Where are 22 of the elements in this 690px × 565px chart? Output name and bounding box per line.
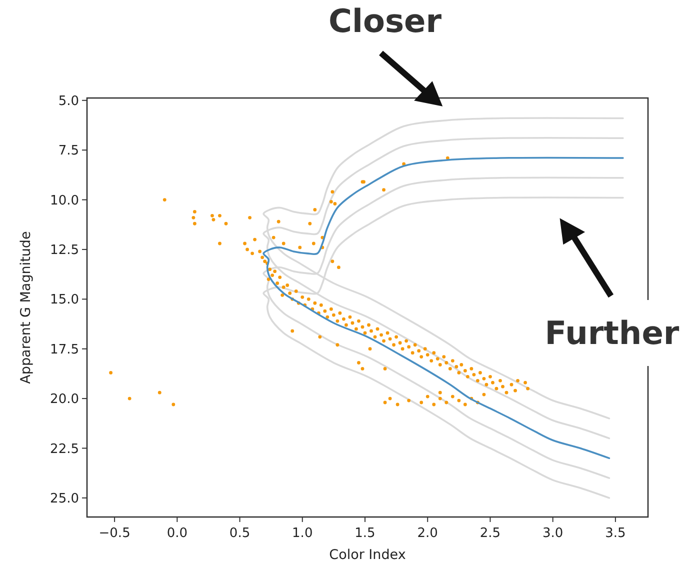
y-tick-label: 17.5	[50, 342, 79, 358]
y-tick-label: 10.0	[50, 193, 79, 208]
x-tick-label: 2.5	[480, 526, 501, 541]
x-tick-label: −0.5	[98, 526, 130, 541]
y-tick-label: 7.5	[58, 144, 79, 159]
y-tick-label: 12.5	[50, 243, 79, 258]
x-tick-label: 3.0	[542, 526, 564, 541]
x-tick-label: 0.5	[229, 526, 250, 541]
x-tick-label: 0.0	[166, 526, 188, 541]
x-tick-label: 2.0	[417, 526, 438, 541]
annotation: Further	[544, 314, 680, 352]
y-tick-label: 5.0	[58, 94, 79, 109]
x-axis-title: Color Index	[329, 547, 406, 563]
x-tick-label: 1.0	[292, 526, 313, 541]
y-tick-label: 25.0	[50, 491, 79, 506]
y-axis-title: Apparent G Magnitude	[18, 231, 34, 384]
x-tick-label: 1.5	[354, 526, 376, 541]
text: Closer	[328, 2, 442, 40]
y-tick-label: 20.0	[50, 392, 79, 408]
y-tick-label: 22.5	[50, 442, 79, 457]
x-tick-label: 3.5	[605, 526, 626, 541]
y-tick-label: 15.0	[50, 292, 79, 308]
